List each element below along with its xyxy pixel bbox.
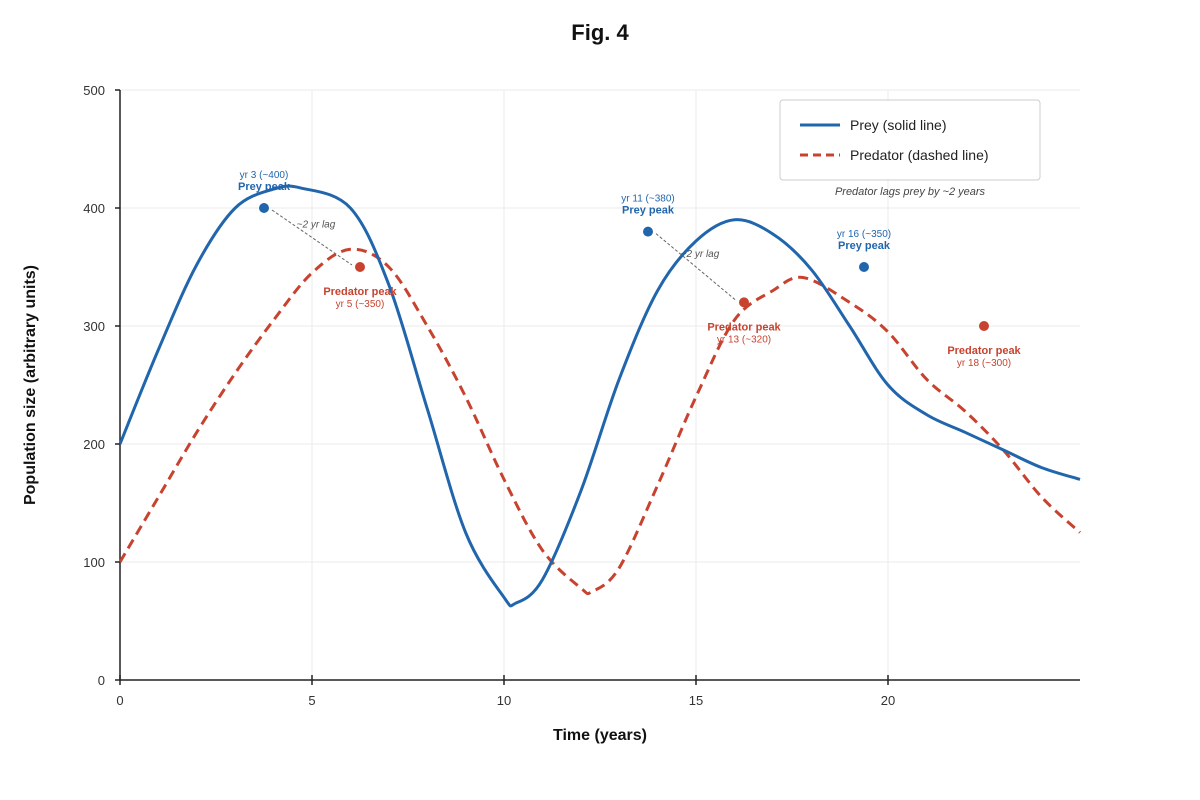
prey-peak-detail: yr 11 (~380) bbox=[621, 194, 674, 205]
y-ticks: 0 100 200 300 400 500 bbox=[83, 83, 120, 688]
predator-peak-marker bbox=[979, 321, 989, 331]
prey-peak-detail: yr 3 (~400) bbox=[240, 170, 289, 181]
prey-peak-label: Prey peak bbox=[838, 240, 891, 252]
predator-peak-label: Predator peak bbox=[707, 321, 781, 333]
predator-peak-detail: yr 18 (~300) bbox=[957, 358, 1011, 369]
predator-peak-marker bbox=[739, 297, 749, 308]
predator-peak-marker bbox=[355, 262, 365, 272]
lag-connector bbox=[655, 233, 737, 301]
legend-prey-label: Prey (solid line) bbox=[850, 117, 946, 133]
lag-layer: ~2 yr lag ~2 yr lag bbox=[271, 209, 737, 301]
prey-peak-marker bbox=[259, 203, 269, 213]
y-tick-label: 100 bbox=[83, 555, 105, 570]
legend-note: Predator lags prey by ~2 years bbox=[835, 186, 986, 198]
y-tick-label: 300 bbox=[83, 319, 105, 334]
y-tick-label: 500 bbox=[83, 83, 105, 98]
predator-series-line bbox=[118, 247, 1082, 596]
legend: Prey (solid line) Predator (dashed line) bbox=[779, 99, 1041, 181]
legend-predator-label: Predator (dashed line) bbox=[850, 147, 989, 163]
x-tick-label: 20 bbox=[881, 693, 895, 708]
predator-peak-detail: yr 13 (~320) bbox=[717, 334, 771, 345]
legend-box bbox=[779, 99, 1041, 181]
x-axis-title: Time (years) bbox=[553, 727, 647, 744]
prey-peak-marker bbox=[859, 262, 869, 272]
axes bbox=[119, 90, 1080, 681]
prey-series-line bbox=[118, 184, 1081, 608]
chart-title: Fig. 4 bbox=[571, 20, 629, 45]
prey-peak-detail: yr 16 (~350) bbox=[837, 229, 891, 240]
predator-peak-label: Predator peak bbox=[947, 345, 1021, 357]
prey-peak-label: Prey peak bbox=[622, 205, 675, 217]
lag-label: ~2 yr lag bbox=[681, 249, 720, 260]
y-tick-label: 200 bbox=[83, 437, 105, 452]
y-tick-label: 0 bbox=[98, 673, 105, 688]
x-tick-label: 15 bbox=[689, 693, 703, 708]
lag-connector bbox=[271, 209, 353, 266]
x-tick-label: 0 bbox=[116, 693, 123, 708]
x-tick-label: 10 bbox=[497, 693, 511, 708]
prey-peak-marker bbox=[643, 226, 653, 237]
y-tick-label: 400 bbox=[83, 201, 105, 216]
prey-peak-label: Prey peak bbox=[238, 181, 291, 193]
y-axis-title: Population size (arbitrary units) bbox=[22, 265, 39, 505]
x-tick-label: 5 bbox=[308, 693, 315, 708]
lag-label: ~2 yr lag bbox=[297, 220, 336, 231]
series-layer bbox=[118, 184, 1082, 608]
predator-peak-label: Predator peak bbox=[323, 286, 397, 298]
x-ticks: 0 5 10 15 20 bbox=[116, 675, 895, 708]
predator-peak-detail: yr 5 (~350) bbox=[336, 299, 385, 310]
